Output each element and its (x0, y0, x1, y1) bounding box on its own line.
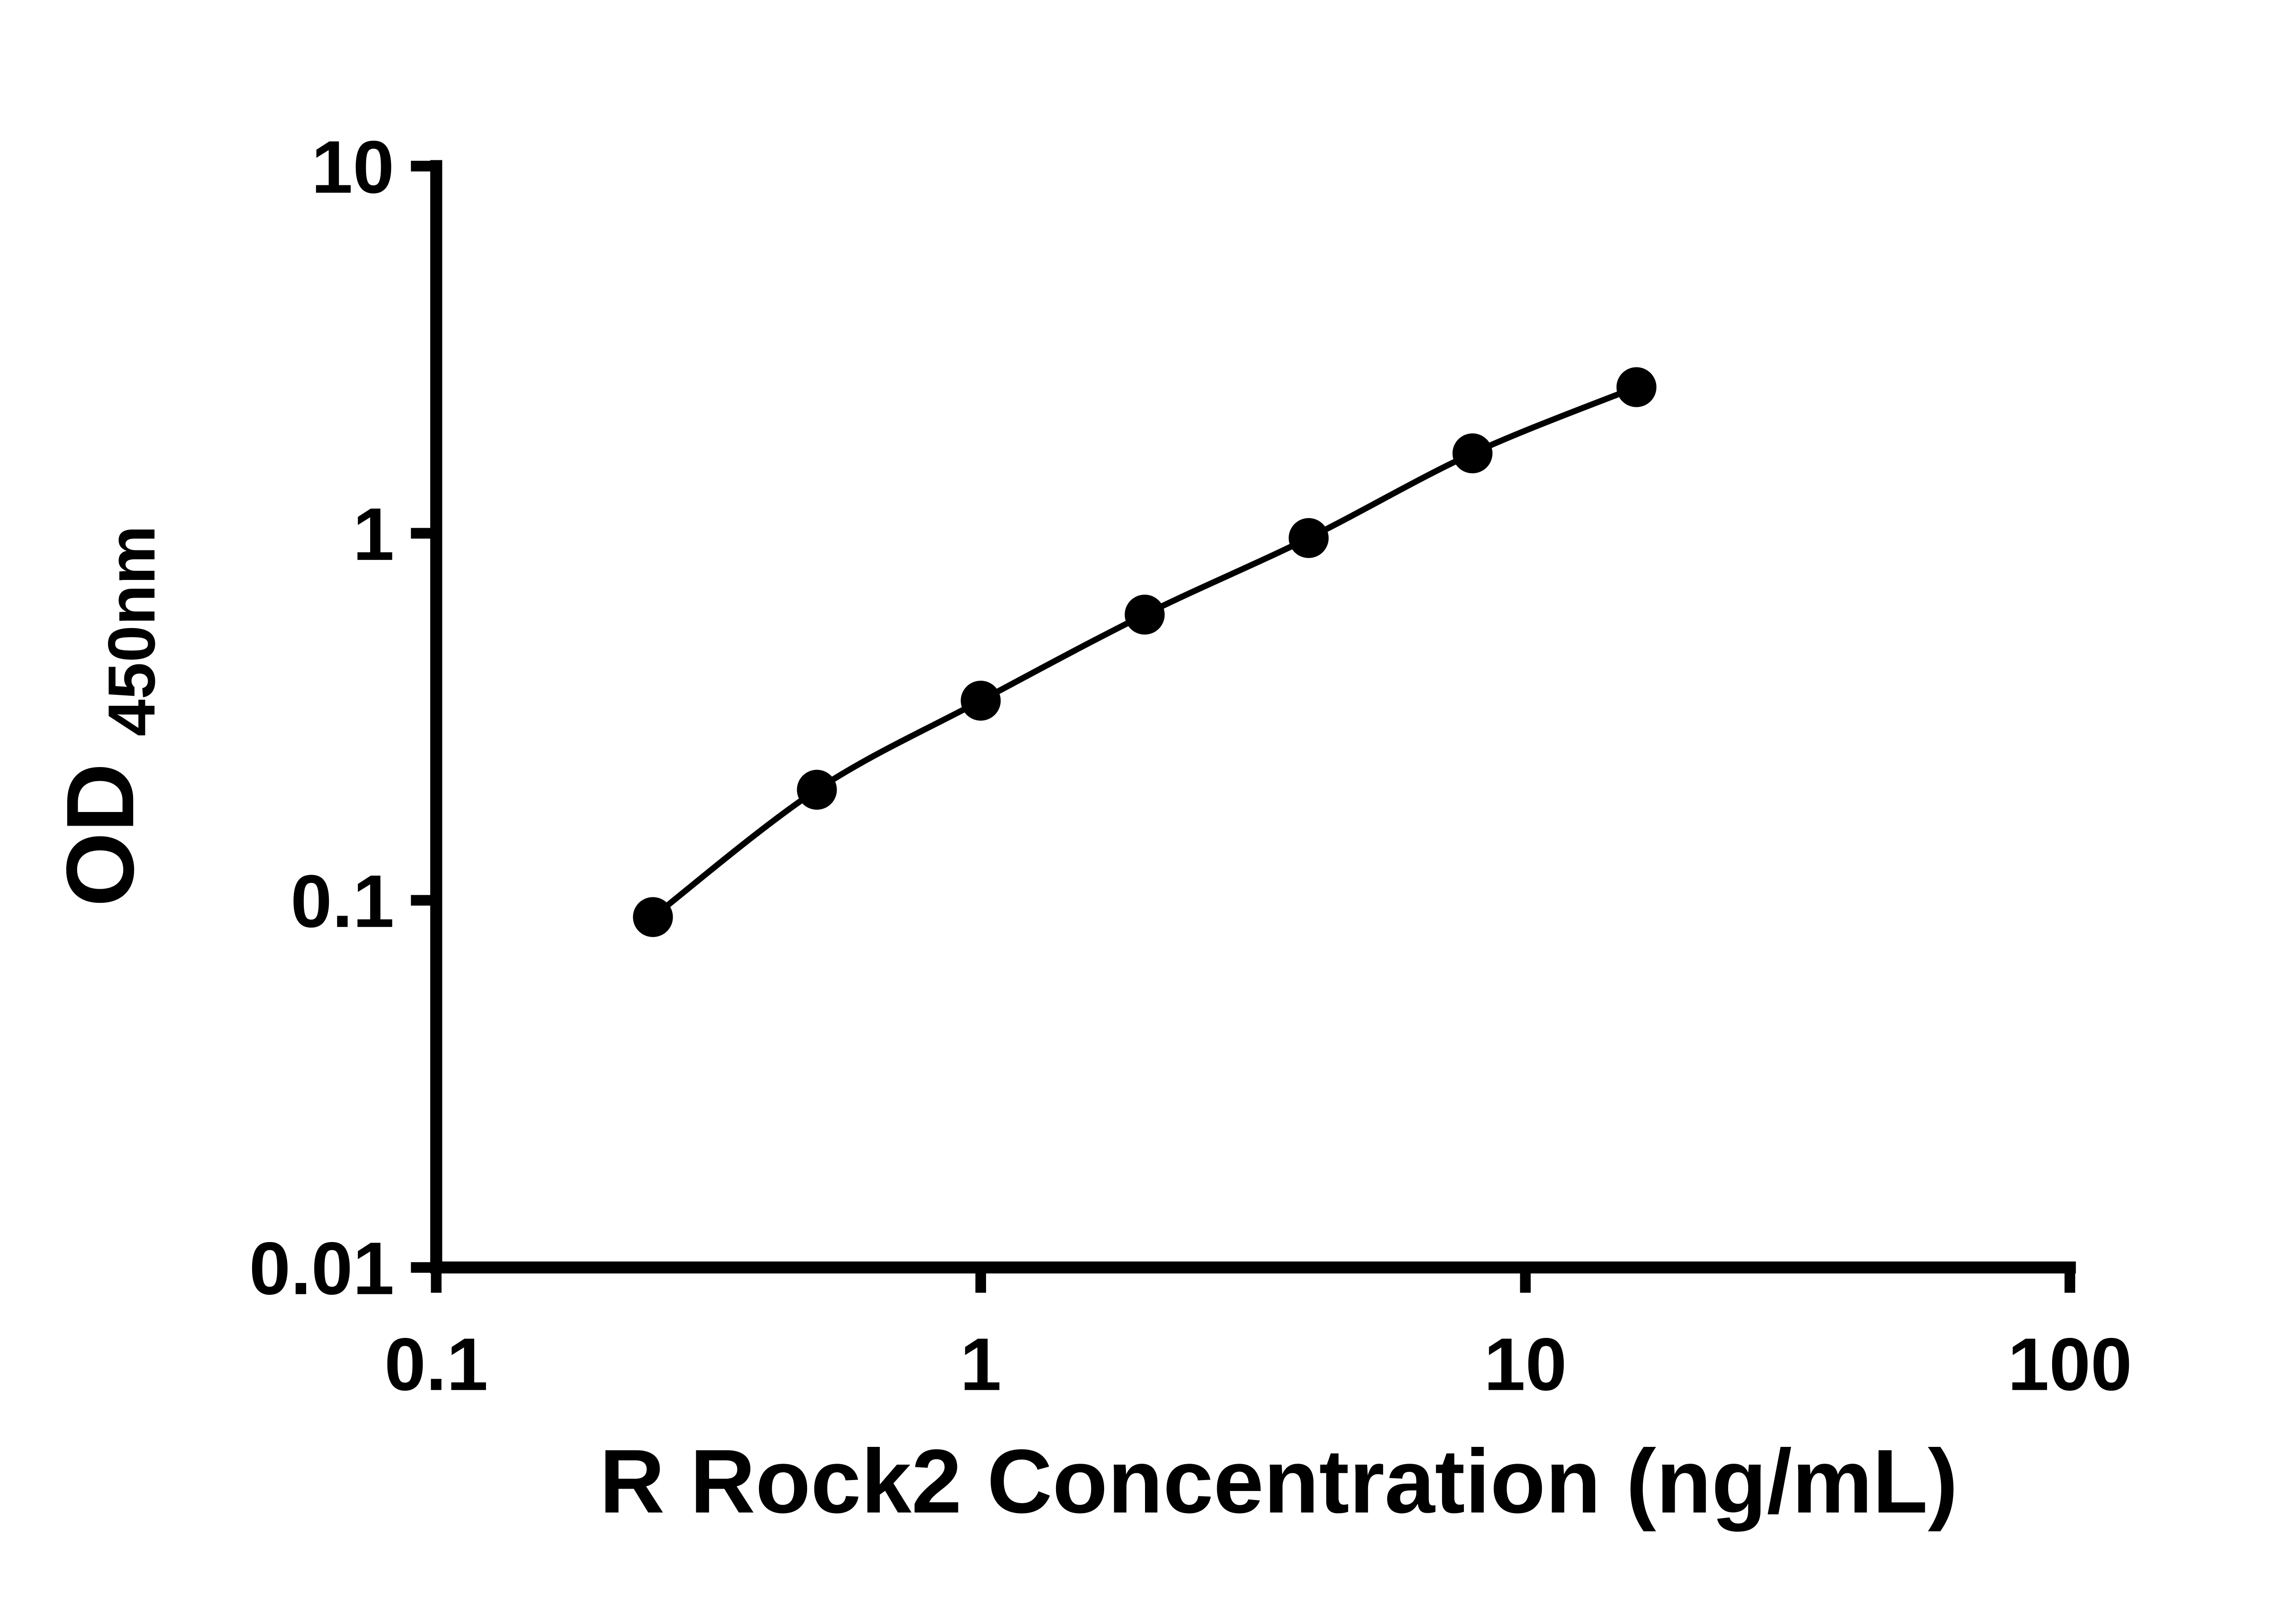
data-point-marker (1616, 367, 1656, 407)
y-tick-label: 0.01 (249, 1227, 394, 1310)
x-axis-title: R Rock2 Concentration (ng/mL) (600, 1431, 1958, 1532)
data-point-marker (1125, 594, 1165, 635)
data-point-marker (1289, 518, 1329, 558)
standard-curve-line (651, 384, 1638, 920)
x-tick-label: 0.1 (384, 1322, 488, 1406)
x-tick-label: 1 (960, 1322, 1002, 1406)
x-tick-label: 10 (1484, 1322, 1567, 1406)
y-tick-label: 0.1 (291, 859, 394, 943)
y-tick-label: 1 (353, 492, 394, 576)
axes-frame (430, 160, 2076, 1274)
y-tick-label: 10 (311, 125, 394, 208)
y-axis-title: OD 450nm (46, 525, 169, 907)
data-point-marker (961, 680, 1001, 721)
plot-area: 0.1 1 10 100 0.01 0.1 1 10 (249, 125, 2132, 1406)
y-axis-title-subscript: 450nm (94, 525, 169, 737)
data-point-marker (797, 770, 837, 810)
y-axis-title-main: OD (46, 763, 154, 907)
data-point-marker (633, 897, 673, 937)
data-point-marker (1452, 433, 1493, 474)
x-tick-label: 100 (2008, 1322, 2132, 1406)
